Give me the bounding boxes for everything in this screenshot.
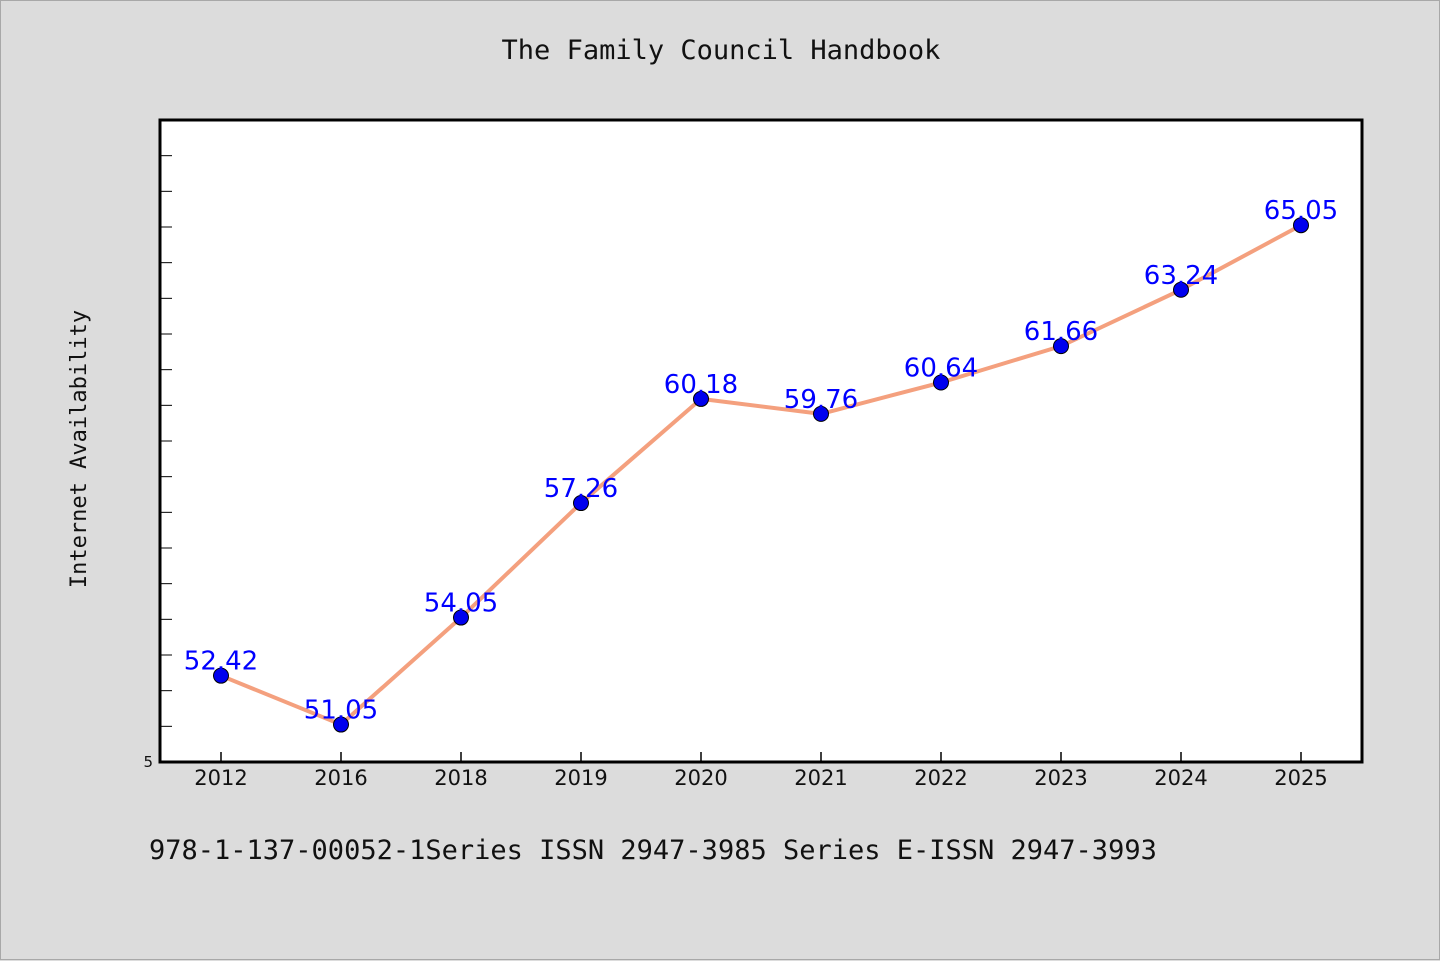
x-axis: 2012 2016 2018 2019 2020 2021 2022 2023 2024 2025 [194,752,1328,790]
data-point [453,609,469,626]
x-tick-label: 2025 [1274,766,1327,790]
x-tick-label: 2018 [434,766,487,790]
data-label: 57.26 [544,474,618,504]
x-tick-label: 2020 [674,766,727,790]
x-tick-label: 2016 [314,766,367,790]
chart-title: The Family Council Handbook [501,35,941,66]
data-point [1053,338,1069,355]
data-label: 59.76 [784,385,858,415]
data-point [813,405,829,422]
y-axis-label: Internet Availability [67,310,92,588]
data-label: 54.05 [424,589,498,619]
data-label: 51.05 [304,696,378,726]
series-line [220,223,1302,727]
data-point [1293,217,1309,234]
x-tick-label: 2022 [914,766,967,790]
footer-isbn-issn: 978-1-137-00052-1Series ISSN 2947-3985 S… [149,835,1157,866]
x-tick-label: 2023 [1034,766,1087,790]
data-label: 61.66 [1024,317,1098,347]
y-axis-ticks [160,155,172,727]
y-tick-label: 5 [143,753,153,771]
data-label: 52.42 [184,647,258,677]
data-label: 65.05 [1264,196,1338,226]
data-point [573,495,589,512]
data-label: 60.18 [664,370,738,400]
data-point [333,716,349,733]
data-label: 60.64 [904,354,978,384]
data-point [693,390,709,407]
data-point [213,667,229,684]
data-point [933,374,949,391]
x-tick-label: 2021 [794,766,847,790]
plot-area [158,118,1364,764]
series-markers [213,217,1309,733]
data-point [1173,281,1189,298]
x-tick-label: 2012 [194,766,247,790]
x-tick-label: 2024 [1154,766,1207,790]
data-labels: 52.42 51.05 54.05 57.26 60.18 59.76 60.64 61.66… [184,196,1338,725]
data-label: 63.24 [1144,261,1218,291]
x-tick-label: 2019 [554,766,607,790]
